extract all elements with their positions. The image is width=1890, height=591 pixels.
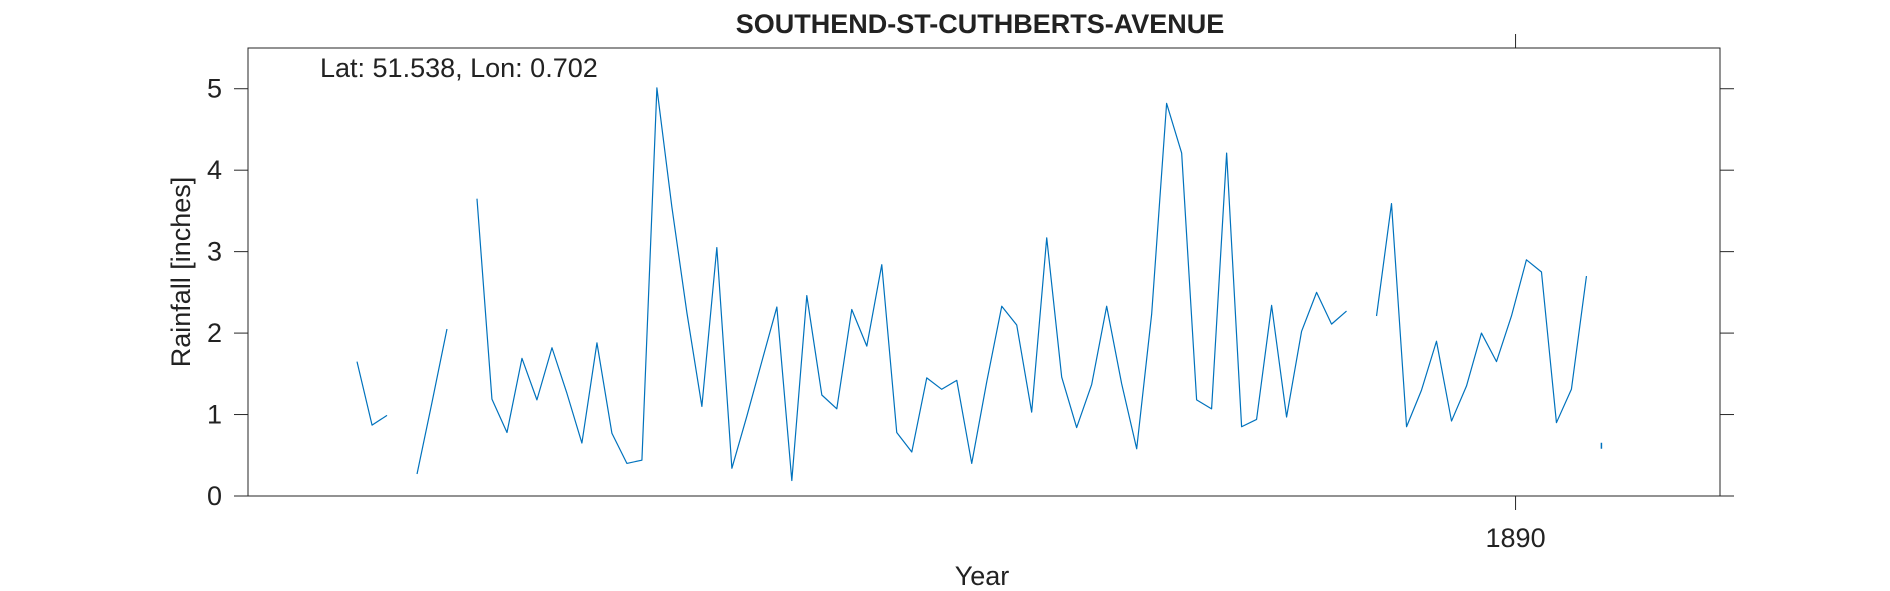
chart-title: SOUTHEND-ST-CUTHBERTS-AVENUE [736,9,1225,39]
y-tick-label-1: 1 [207,400,222,430]
y-tick-label-0: 0 [207,481,222,511]
y-axis-label: Rainfall [inches] [166,177,196,368]
y-tick-label-3: 3 [207,237,222,267]
lat-lon-annotation: Lat: 51.538, Lon: 0.702 [320,53,598,83]
x-tick-label-1890: 1890 [1486,523,1546,553]
plot-area-frame [247,47,1721,497]
y-tick-label-4: 4 [207,155,222,185]
rainfall-series [356,87,1603,482]
series-line-0 [356,87,1588,482]
x-axis-label: Year [955,561,1010,591]
y-tick-label-5: 5 [207,74,222,104]
y-tick-label-2: 2 [207,318,222,348]
x-axis: 1890 [1486,34,1546,553]
y-axis: 0 1 2 3 4 5 [207,74,1734,511]
